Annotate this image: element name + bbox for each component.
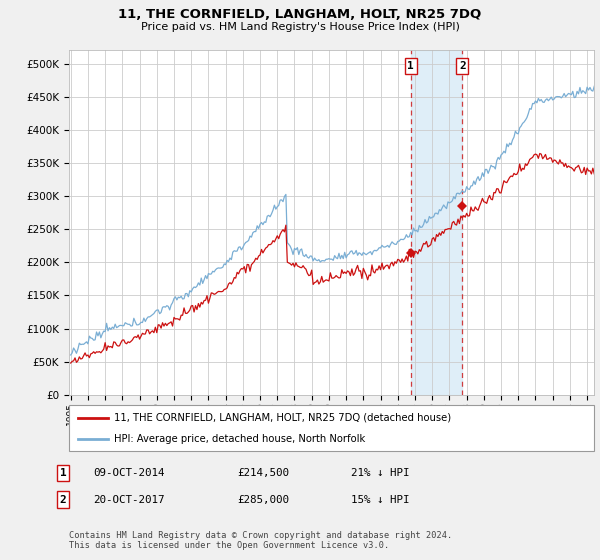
Text: £285,000: £285,000: [237, 494, 289, 505]
Text: 2: 2: [59, 494, 67, 505]
Text: 11, THE CORNFIELD, LANGHAM, HOLT, NR25 7DQ (detached house): 11, THE CORNFIELD, LANGHAM, HOLT, NR25 7…: [114, 413, 451, 423]
Text: 11, THE CORNFIELD, LANGHAM, HOLT, NR25 7DQ: 11, THE CORNFIELD, LANGHAM, HOLT, NR25 7…: [118, 8, 482, 21]
Text: 15% ↓ HPI: 15% ↓ HPI: [351, 494, 409, 505]
Text: 2: 2: [459, 60, 466, 71]
Text: Price paid vs. HM Land Registry's House Price Index (HPI): Price paid vs. HM Land Registry's House …: [140, 22, 460, 32]
Text: 1: 1: [407, 60, 414, 71]
Text: 20-OCT-2017: 20-OCT-2017: [93, 494, 164, 505]
Text: 21% ↓ HPI: 21% ↓ HPI: [351, 468, 409, 478]
Text: Contains HM Land Registry data © Crown copyright and database right 2024.
This d: Contains HM Land Registry data © Crown c…: [69, 531, 452, 550]
Text: £214,500: £214,500: [237, 468, 289, 478]
Text: 1: 1: [59, 468, 67, 478]
Bar: [410, 50, 463, 395]
Text: 09-OCT-2014: 09-OCT-2014: [93, 468, 164, 478]
Text: HPI: Average price, detached house, North Norfolk: HPI: Average price, detached house, Nort…: [114, 435, 365, 444]
